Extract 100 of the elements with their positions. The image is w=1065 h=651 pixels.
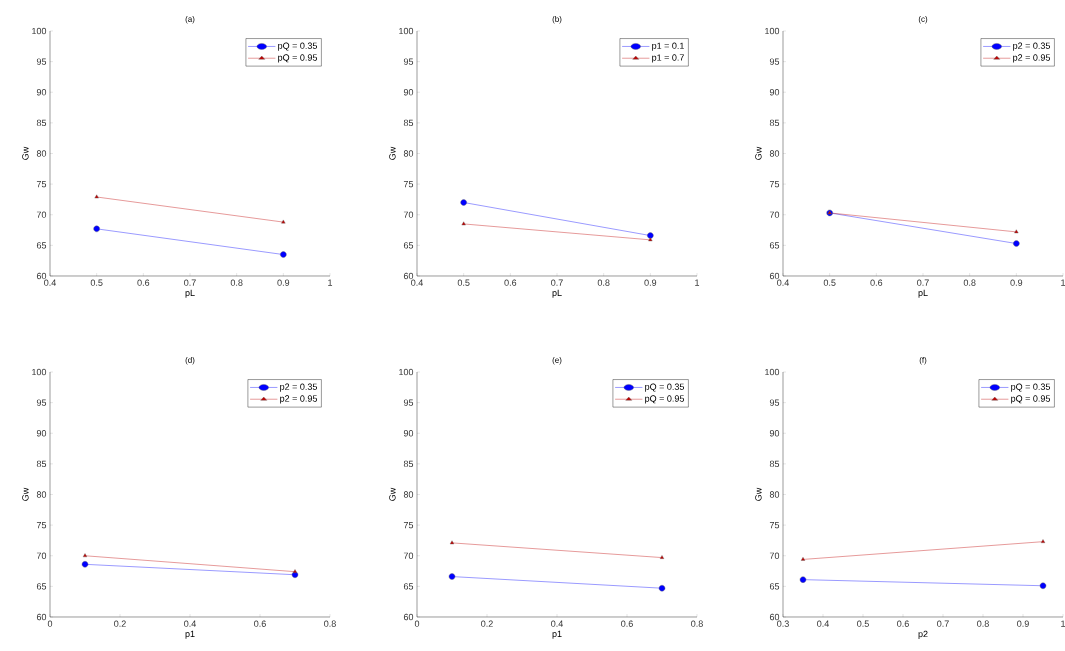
x-tick-label: 0.8 (324, 620, 336, 627)
y-tick-label: 75 (769, 521, 780, 529)
y-tick-label: 70 (403, 552, 414, 559)
x-tick-label: 0.4 (411, 279, 423, 286)
y-tick-label: 80 (769, 491, 780, 498)
y-tick-label: 85 (36, 119, 47, 127)
y-tick-label: 70 (36, 552, 47, 559)
y-axis-title: Gw (755, 487, 762, 501)
x-tick-label: 0.5 (457, 279, 470, 286)
x-axis-title: p1 (552, 630, 562, 639)
y-tick-label: 100 (399, 27, 414, 35)
legend-label: pQ = 0.35 (645, 383, 685, 392)
x-tick-label: 0.4 (551, 620, 563, 627)
y-tick-label: 90 (403, 89, 414, 96)
y-tick-label: 100 (399, 368, 414, 376)
x-tick-label: 0 (414, 620, 420, 627)
y-tick-label: 85 (769, 460, 780, 468)
y-tick-label: 95 (769, 58, 780, 65)
x-tick-label: 0.6 (137, 279, 150, 286)
x-axis-title: p2 (918, 630, 928, 639)
x-tick-label: 0.6 (254, 620, 266, 627)
y-tick-label: 80 (36, 491, 47, 498)
y-tick-label: 65 (403, 583, 414, 590)
x-tick-label: 0.2 (114, 620, 126, 627)
x-tick-label: 0.9 (1017, 620, 1029, 627)
x-axis-title: pL (552, 289, 562, 298)
x-tick-label: 1 (1061, 279, 1065, 286)
legend-label: p2 = 0.35 (280, 383, 318, 392)
y-tick-label: 65 (36, 242, 47, 249)
y-tick-label: 85 (403, 460, 414, 468)
y-tick-label: 90 (769, 89, 780, 96)
x-tick-label: 0.8 (597, 279, 610, 286)
chart-title: (b) (552, 16, 562, 24)
y-tick-label: 100 (32, 368, 47, 376)
y-axis-title: Gw (22, 146, 29, 160)
x-tick-label: 0.7 (917, 279, 929, 286)
y-tick-label: 85 (769, 119, 780, 127)
y-tick-label: 80 (769, 150, 780, 157)
y-tick-label: 65 (36, 583, 47, 590)
x-tick-label: 1 (1061, 620, 1065, 627)
y-axis-title: Gw (22, 487, 29, 501)
y-tick-label: 75 (36, 180, 47, 188)
legend-label: pQ = 0.35 (278, 42, 318, 51)
y-tick-label: 70 (769, 211, 780, 218)
y-tick-label: 60 (36, 613, 47, 621)
x-tick-label: 0.9 (277, 279, 290, 286)
y-tick-label: 85 (403, 119, 414, 127)
y-tick-label: 100 (765, 27, 780, 35)
x-tick-label: 0.3 (777, 620, 789, 627)
y-tick-label: 80 (403, 150, 414, 157)
y-tick-label: 95 (403, 58, 414, 65)
x-tick-label: 0.8 (963, 279, 976, 286)
legend-label: p2 = 0.95 (1013, 54, 1051, 63)
x-axis-title: p1 (185, 630, 195, 639)
x-tick-label: 0.8 (230, 279, 243, 286)
y-tick-label: 60 (403, 272, 414, 280)
x-tick-label: 0.6 (870, 279, 883, 286)
y-tick-label: 65 (769, 583, 780, 590)
y-tick-label: 90 (36, 430, 47, 437)
x-axis-title: pL (918, 289, 928, 298)
y-tick-label: 90 (769, 430, 780, 437)
y-tick-label: 65 (403, 242, 414, 249)
legend-label: pQ = 0.95 (645, 395, 685, 404)
x-tick-label: 0.6 (621, 620, 633, 627)
y-tick-label: 95 (403, 399, 414, 406)
x-tick-label: 1 (695, 279, 700, 286)
chart-title: (a) (185, 16, 195, 24)
x-tick-label: 0.4 (777, 279, 789, 286)
x-tick-label: 0.8 (977, 620, 989, 627)
y-tick-label: 100 (765, 368, 780, 376)
x-tick-label: 0.4 (184, 620, 196, 627)
x-tick-label: 0.7 (551, 279, 563, 286)
y-axis-title: Gw (389, 146, 396, 160)
y-axis-title: Gw (755, 146, 762, 160)
x-tick-label: 0.6 (897, 620, 909, 627)
x-tick-label: 0.9 (1010, 279, 1023, 286)
x-tick-label: 0.7 (184, 279, 196, 286)
y-tick-label: 70 (769, 552, 780, 559)
y-tick-label: 60 (769, 272, 780, 280)
x-tick-label: 1 (328, 279, 333, 286)
y-tick-label: 80 (36, 150, 47, 157)
chart-title: (d) (185, 357, 195, 365)
y-tick-label: 60 (36, 272, 47, 280)
y-tick-label: 85 (36, 460, 47, 468)
y-tick-label: 90 (36, 89, 47, 96)
legend-label: pQ = 0.95 (278, 54, 318, 63)
chart-title: (f) (919, 357, 927, 365)
x-tick-label: 0.6 (504, 279, 517, 286)
y-axis-title: Gw (389, 487, 396, 501)
x-tick-label: 0.2 (481, 620, 493, 627)
y-tick-label: 95 (36, 399, 47, 406)
x-tick-label: 0.8 (691, 620, 703, 627)
y-tick-label: 80 (403, 491, 414, 498)
y-tick-label: 75 (36, 521, 47, 529)
y-tick-label: 95 (769, 399, 780, 406)
y-tick-label: 60 (403, 613, 414, 621)
x-tick-label: 0 (47, 620, 53, 627)
y-tick-label: 75 (403, 521, 414, 529)
x-tick-label: 0.4 (44, 279, 56, 286)
x-tick-label: 0.5 (857, 620, 869, 627)
